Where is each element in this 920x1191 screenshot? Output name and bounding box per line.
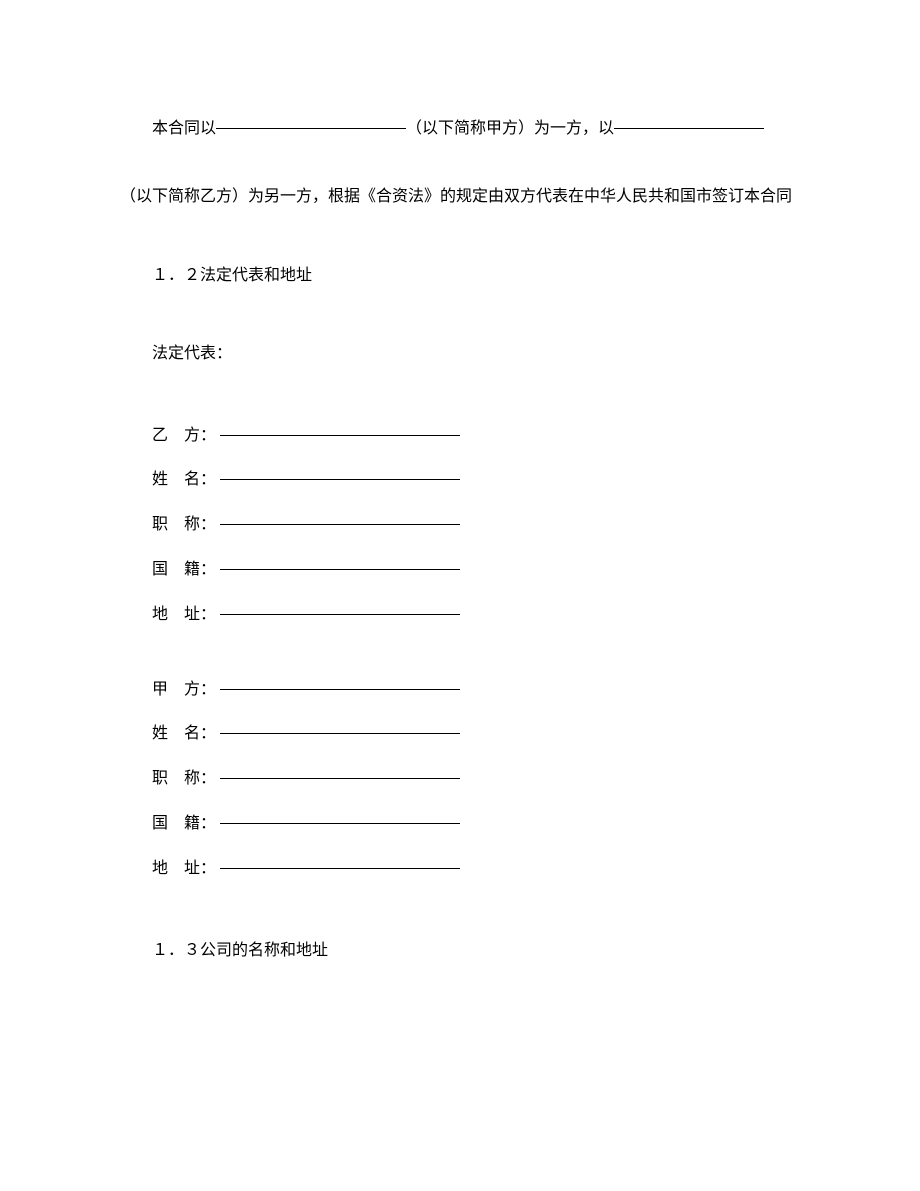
party-b-address-label: 地 址： bbox=[152, 606, 216, 623]
party-b-name-blank bbox=[220, 479, 460, 480]
intro-line2: （以下简称乙方）为另一方，根据《合资法》的规定由双方代表在中华人民共和国市签订本… bbox=[120, 178, 800, 216]
legal-rep-subtitle: 法定代表： bbox=[120, 335, 800, 373]
party-b-nationality-line: 国 籍： bbox=[120, 548, 800, 593]
party-b-title-blank bbox=[220, 524, 460, 525]
document-body: 本合同以 （以下简称甲方）为一方，以 （以下简称乙方）为另一方，根据《合资法》的规… bbox=[120, 110, 800, 970]
party-a-title-blank bbox=[220, 778, 460, 779]
section-1-3-title: １．３公司的名称和地址 bbox=[120, 932, 800, 970]
party-a-name-blank bbox=[220, 733, 460, 734]
party-a-name-line: 姓 名： bbox=[120, 712, 800, 757]
party-a-address-blank bbox=[220, 868, 460, 869]
intro-paragraph: 本合同以 （以下简称甲方）为一方，以 bbox=[120, 110, 800, 148]
intro-mid1: （以下简称甲方）为一方，以 bbox=[406, 120, 614, 137]
party-a-nationality-line: 国 籍： bbox=[120, 802, 800, 847]
party-a-title-line: 职 称： bbox=[120, 757, 800, 802]
party-b-nationality-label: 国 籍： bbox=[152, 561, 216, 578]
party-b-blank bbox=[220, 435, 460, 436]
section-1-2-title: １．２法定代表和地址 bbox=[120, 257, 800, 295]
party-a-line: 甲 方： bbox=[120, 668, 800, 713]
party-a-label: 甲 方： bbox=[152, 681, 216, 698]
party-b-address-line: 地 址： bbox=[120, 593, 800, 638]
party-b-line: 乙 方： bbox=[120, 414, 800, 459]
party-b-title-line: 职 称： bbox=[120, 503, 800, 548]
party-a-nationality-blank bbox=[220, 823, 460, 824]
party-a-address-line: 地 址： bbox=[120, 847, 800, 892]
party-a-group: 甲 方： 姓 名： 职 称： 国 籍： 地 址： bbox=[120, 668, 800, 892]
blank-party-a bbox=[216, 128, 406, 129]
intro-prefix: 本合同以 bbox=[152, 120, 216, 137]
blank-party-b bbox=[614, 128, 764, 129]
party-b-title-label: 职 称： bbox=[152, 516, 216, 533]
party-b-group: 乙 方： 姓 名： 职 称： 国 籍： 地 址： bbox=[120, 414, 800, 638]
party-a-name-label: 姓 名： bbox=[152, 725, 216, 742]
party-b-name-label: 姓 名： bbox=[152, 471, 216, 488]
party-a-title-label: 职 称： bbox=[152, 770, 216, 787]
party-b-address-blank bbox=[220, 614, 460, 615]
party-b-label: 乙 方： bbox=[152, 427, 216, 444]
party-b-name-line: 姓 名： bbox=[120, 458, 800, 503]
party-a-blank bbox=[220, 689, 460, 690]
party-a-address-label: 地 址： bbox=[152, 860, 216, 877]
party-a-nationality-label: 国 籍： bbox=[152, 815, 216, 832]
party-b-nationality-blank bbox=[220, 569, 460, 570]
